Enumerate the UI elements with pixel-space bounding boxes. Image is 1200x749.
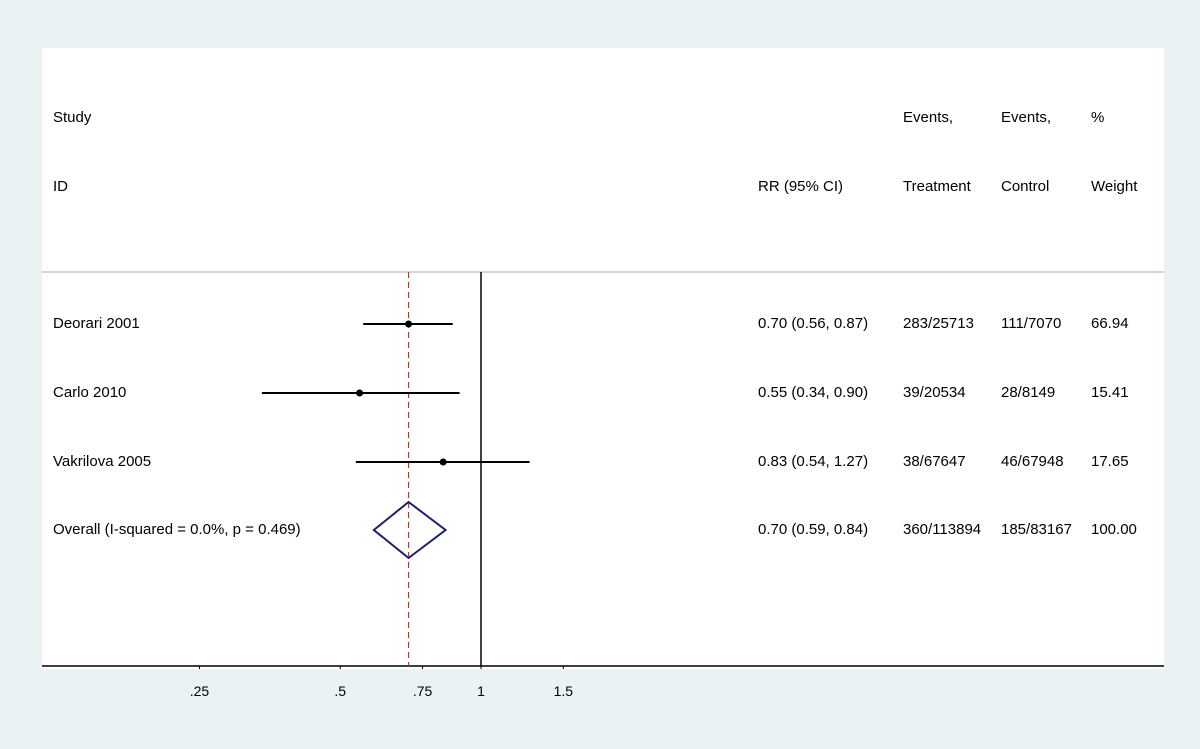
forest-plot-svg xyxy=(42,271,1164,669)
header-events-control-2: Control xyxy=(1001,178,1050,195)
overall-events-treatment: 360/113894 xyxy=(903,521,982,538)
study-weight: 17.65 xyxy=(1091,453,1129,470)
header-rr: RR (95% CI) xyxy=(758,178,844,195)
study-label: Vakrilova 2005 xyxy=(53,453,152,470)
point-estimate xyxy=(356,389,364,397)
header-weight-2: Weight xyxy=(1091,178,1138,195)
header-events-control-1: Events, xyxy=(1001,109,1052,126)
study-label: Carlo 2010 xyxy=(53,384,127,401)
x-tick-label: .25 xyxy=(189,683,210,699)
study-weight: 66.94 xyxy=(1091,315,1129,332)
study-events-treatment: 39/20534 xyxy=(903,384,966,401)
header-events-treatment-1: Events, xyxy=(903,109,954,126)
overall-rr-ci: 0.70 (0.59, 0.84) xyxy=(758,521,869,538)
header-id: ID xyxy=(53,178,68,195)
x-tick-label: .75 xyxy=(412,683,433,699)
study-events-control: 28/8149 xyxy=(1001,384,1056,401)
study-events-control: 46/67948 xyxy=(1001,453,1064,470)
header-events-treatment-2: Treatment xyxy=(903,178,971,195)
study-label: Deorari 2001 xyxy=(53,315,140,332)
overall-diamond xyxy=(372,500,448,560)
overall-label: Overall (I-squared = 0.0%, p = 0.469) xyxy=(53,521,301,538)
point-estimate xyxy=(439,458,447,466)
overall-weight: 100.00 xyxy=(1091,521,1137,538)
study-rr-ci: 0.70 (0.56, 0.87) xyxy=(758,315,869,332)
point-estimate xyxy=(405,320,413,328)
x-tick-label: 1.5 xyxy=(553,683,574,699)
study-rr-ci: 0.83 (0.54, 1.27) xyxy=(758,453,869,470)
study-events-treatment: 38/67647 xyxy=(903,453,966,470)
study-events-control: 111/7070 xyxy=(1001,315,1062,332)
overall-events-control: 185/83167 xyxy=(1001,521,1072,538)
x-tick-label: 1 xyxy=(477,683,485,699)
study-weight: 15.41 xyxy=(1091,384,1129,401)
header-weight-1: % xyxy=(1091,109,1105,126)
study-rr-ci: 0.55 (0.34, 0.90) xyxy=(758,384,869,401)
study-events-treatment: 283/25713 xyxy=(903,315,974,332)
x-tick-label: .5 xyxy=(334,683,347,699)
header-study: Study xyxy=(53,109,92,126)
forest-plot-panel: Study ID RR (95% CI) Events, Treatment E… xyxy=(42,48,1164,699)
